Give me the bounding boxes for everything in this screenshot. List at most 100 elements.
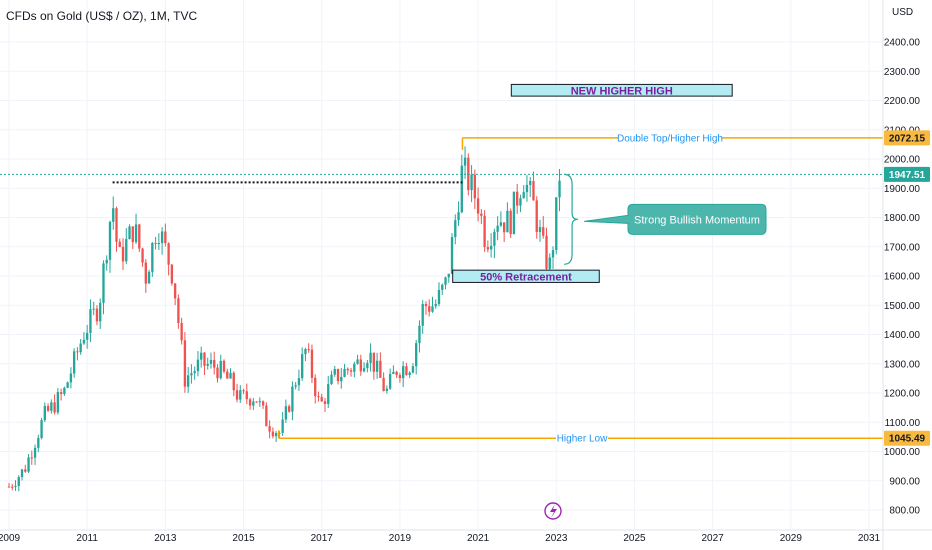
annotation-layer: Double Top/Higher High Higher Low NEW HI… bbox=[0, 83, 883, 520]
new-higher-high-box[interactable] bbox=[510, 83, 733, 97]
momentum-callout[interactable] bbox=[584, 203, 767, 235]
candle-body bbox=[144, 262, 147, 284]
candle-body bbox=[180, 323, 183, 341]
candle-body bbox=[411, 366, 415, 373]
candle-body bbox=[265, 405, 268, 427]
candle-body bbox=[118, 241, 121, 247]
new-higher-high-label: NEW HIGHER HIGH bbox=[571, 85, 673, 97]
candle-body bbox=[317, 396, 320, 398]
candle-body bbox=[245, 391, 248, 400]
candle-body bbox=[11, 486, 14, 488]
candle-body bbox=[252, 401, 255, 406]
candle-body bbox=[222, 360, 226, 372]
candle-body bbox=[437, 289, 441, 305]
candle-body bbox=[408, 372, 411, 376]
candle-body bbox=[160, 231, 164, 243]
candle-body bbox=[43, 406, 47, 421]
candle-body bbox=[186, 375, 190, 387]
candle-body bbox=[516, 191, 519, 206]
candle-body bbox=[297, 378, 301, 386]
time-tick-label: 2011 bbox=[76, 533, 98, 544]
double-top-price-badge: 2072.15 bbox=[889, 133, 926, 144]
price-tick-label: 1800.00 bbox=[884, 213, 921, 224]
candle-body bbox=[183, 340, 187, 387]
candle-body bbox=[105, 259, 108, 264]
candle-body bbox=[356, 359, 359, 364]
candle-body bbox=[499, 222, 503, 226]
candle-body bbox=[196, 359, 200, 372]
candle-body bbox=[66, 382, 69, 388]
candle-body bbox=[219, 360, 222, 379]
higher-low-label: Higher Low bbox=[557, 434, 608, 445]
candle-body bbox=[457, 212, 460, 221]
candle-body bbox=[542, 227, 545, 236]
candle-body bbox=[447, 273, 450, 278]
candle-body bbox=[470, 174, 473, 191]
candle-body bbox=[147, 271, 151, 284]
chart-title: CFDs on Gold (US$ / OZ), 1M, TVC bbox=[6, 9, 198, 23]
candle-body bbox=[343, 368, 346, 377]
candle-body bbox=[473, 174, 477, 199]
candle-body bbox=[226, 371, 229, 379]
candle-body bbox=[454, 220, 457, 238]
price-tick-label: 2200.00 bbox=[884, 96, 921, 107]
candle-body bbox=[395, 371, 398, 376]
candle-body bbox=[213, 360, 216, 368]
price-tick-label: 1500.00 bbox=[884, 301, 921, 312]
candle-body bbox=[307, 349, 310, 351]
candle-body bbox=[268, 426, 271, 432]
time-tick-label: 2029 bbox=[780, 533, 803, 544]
candle-body bbox=[86, 332, 89, 340]
candle-body bbox=[538, 227, 542, 233]
current-price-badge-bg bbox=[884, 166, 930, 182]
retracement-box[interactable] bbox=[452, 269, 600, 283]
candle-body bbox=[125, 239, 128, 262]
candle-body bbox=[271, 431, 275, 437]
candle-body bbox=[121, 246, 125, 262]
candle-body bbox=[502, 222, 506, 233]
candle-body bbox=[382, 377, 385, 392]
candle-body bbox=[314, 377, 317, 397]
candle-body bbox=[138, 224, 141, 249]
price-tick-label: 2000.00 bbox=[884, 155, 921, 166]
candle-body bbox=[40, 420, 43, 439]
candle-body bbox=[418, 325, 421, 344]
candle-body bbox=[274, 432, 278, 437]
candle-body bbox=[340, 376, 343, 382]
price-tick-label: 1600.00 bbox=[884, 272, 921, 283]
candle-body bbox=[512, 191, 516, 235]
candle-body bbox=[284, 406, 288, 420]
candle-body bbox=[519, 198, 522, 206]
time-tick-label: 2027 bbox=[702, 533, 725, 544]
higher-low-price-badge: 1045.49 bbox=[889, 434, 926, 445]
candle-body bbox=[398, 375, 402, 379]
candle-body bbox=[353, 363, 356, 372]
candle-body bbox=[388, 373, 392, 389]
candle-body bbox=[509, 210, 512, 235]
candle-body bbox=[203, 352, 206, 366]
candle-body bbox=[450, 237, 454, 274]
candle-body bbox=[525, 184, 529, 193]
current-price-badge: 1947.51 bbox=[889, 170, 926, 181]
candle-body bbox=[535, 200, 538, 233]
candle-body bbox=[128, 226, 131, 240]
time-tick-label: 2021 bbox=[467, 533, 490, 544]
candle-body bbox=[193, 371, 196, 374]
candle-body bbox=[112, 208, 115, 222]
candle-body bbox=[37, 438, 40, 448]
candle-body bbox=[428, 306, 431, 312]
price-tick-label: 1900.00 bbox=[884, 184, 921, 195]
candle-body bbox=[489, 245, 493, 250]
price-axis[interactable]: 2400.002300.002200.002100.002000.001900.… bbox=[883, 0, 932, 550]
candle-body bbox=[551, 250, 555, 258]
candle-body bbox=[151, 243, 154, 272]
candle-body bbox=[493, 231, 496, 246]
candle-body bbox=[108, 221, 112, 260]
time-tick-label: 2015 bbox=[232, 533, 255, 544]
candle-body bbox=[424, 304, 428, 307]
higher-low-label-bg bbox=[556, 432, 608, 445]
candle-body bbox=[229, 372, 232, 379]
lightning-icon[interactable] bbox=[544, 502, 562, 520]
